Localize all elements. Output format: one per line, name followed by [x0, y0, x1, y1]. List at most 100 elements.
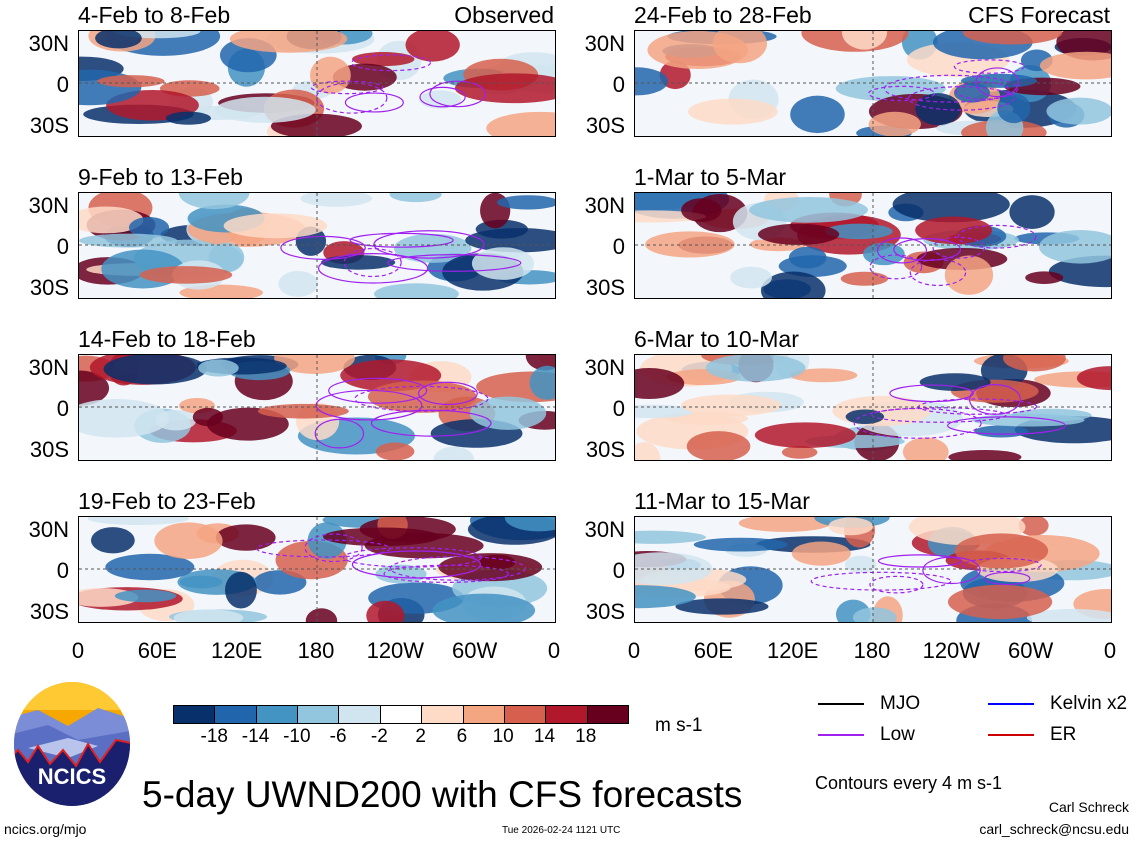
low-contour: [310, 80, 384, 95]
y-tick-label: 30S: [585, 599, 625, 624]
low-contour: [343, 247, 402, 278]
wind-anomaly-blob: [1009, 195, 1055, 229]
panel-label: Observed: [454, 2, 554, 28]
colorbar-swatch: [380, 706, 423, 723]
low-contour: [370, 409, 492, 437]
wind-anomaly-blob: [192, 407, 224, 427]
panel-title: 24-Feb to 28-Feb: [634, 2, 812, 28]
timestamp: Tue 2026-02-24 1121 UTC: [502, 825, 621, 836]
colorbar-swatch: [298, 706, 340, 723]
wind-anomaly-blob: [179, 575, 223, 589]
wind-anomaly-blob: [139, 266, 233, 284]
wind-anomaly-blob: [791, 541, 851, 566]
low-contour: [255, 539, 391, 558]
low-contour: [373, 230, 485, 259]
wind-anomaly-blob: [852, 607, 897, 622]
y-tick-label: 30S: [585, 113, 625, 138]
low-contour: [957, 224, 1037, 249]
wind-anomaly-blob: [419, 90, 462, 109]
colorbar-tick: 6: [456, 726, 468, 747]
low-contour: [932, 236, 986, 259]
wind-anomaly-blob: [635, 442, 661, 460]
wind-anomaly-blob: [974, 425, 1029, 438]
y-tick-label: 30N: [584, 517, 625, 542]
wind-anomaly-blob: [198, 359, 239, 377]
low-contour: [877, 554, 962, 568]
panel-title: 14-Feb to 18-Feb: [78, 326, 256, 352]
wind-anomaly-blob: [828, 517, 873, 536]
wind-anomaly-blob: [1018, 517, 1049, 536]
low-contour: [328, 377, 428, 404]
wind-anomaly-blob: [154, 522, 223, 560]
wind-anomaly-blob: [223, 213, 328, 239]
wind-anomaly-blob: [919, 373, 991, 391]
map-panel: [634, 516, 1112, 623]
x-tick-label: 60W: [1008, 638, 1054, 663]
y-tick-label: 30N: [28, 517, 69, 542]
legend-mjo: MJO: [818, 693, 920, 715]
y-tick-label: 30S: [585, 275, 625, 300]
wind-anomaly-blob: [389, 193, 442, 203]
colorbar-tick: -18: [200, 726, 228, 747]
wind-anomaly-blob: [915, 216, 993, 245]
wind-anomaly-blob: [165, 111, 211, 125]
y-tick-label: 30S: [29, 599, 69, 624]
wind-anomaly-blob: [790, 95, 845, 134]
wind-anomaly-blob: [374, 283, 459, 298]
wind-anomaly-blob: [705, 355, 806, 382]
legend-label: Kelvin x2: [1050, 693, 1128, 714]
colorbar-units: m s-1: [655, 715, 703, 736]
x-tick-label: 0: [1103, 638, 1117, 663]
wind-anomaly-blob: [712, 31, 767, 64]
wind-anomaly-blob: [438, 553, 543, 582]
colorbar-tick: 2: [415, 726, 426, 747]
y-tick-label: 30S: [29, 275, 69, 300]
x-tick-label: 120W: [922, 638, 981, 663]
colorbar-tick: -6: [329, 726, 347, 747]
wind-anomaly-blob: [97, 75, 165, 88]
map-panel: [634, 192, 1112, 299]
low-contour: [389, 555, 527, 581]
wind-anomaly-blob: [788, 246, 827, 269]
x-tick-label: 120E: [210, 638, 263, 663]
wind-anomaly-blob: [529, 365, 555, 400]
colorbar-tick: 10: [492, 726, 514, 747]
legend-kelvin: Kelvin x2: [988, 693, 1127, 715]
y-tick-label: 0: [56, 558, 69, 583]
website-link[interactable]: ncics.org/mjo: [4, 821, 87, 837]
wind-anomaly-blob: [681, 198, 722, 223]
low-contour: [909, 258, 967, 287]
x-tick-label: 0: [547, 638, 561, 663]
wind-anomaly-blob: [1038, 229, 1111, 264]
colorbar-swatch: [463, 706, 505, 723]
low-contour: [280, 235, 366, 260]
wind-anomaly-blob: [948, 449, 1022, 460]
low-contour: [315, 82, 388, 114]
wind-anomaly-blob: [892, 193, 1010, 223]
panel-title: 1-Mar to 5-Mar: [634, 164, 787, 190]
low-contour: [975, 67, 1019, 98]
low-contour: [876, 237, 928, 264]
map-panel: [634, 354, 1112, 461]
wind-anomaly-blob: [749, 197, 869, 223]
low-contour: [349, 232, 454, 248]
low-contour: [383, 564, 509, 583]
wind-anomaly-blob: [693, 537, 788, 552]
colorbar-swatch: [256, 706, 299, 723]
y-tick-label: 30N: [584, 355, 625, 380]
wind-anomaly-blob: [497, 195, 555, 210]
low-contour: [354, 385, 489, 412]
wind-anomaly-blob: [1003, 355, 1066, 372]
wind-anomaly-blob: [863, 242, 905, 266]
wind-anomaly-blob: [844, 555, 877, 574]
wind-anomaly-blob: [790, 368, 858, 383]
wind-anomaly-blob: [1039, 51, 1111, 80]
wind-anomaly-blob: [321, 255, 396, 270]
wind-anomaly-blob: [215, 524, 276, 551]
low-contour: [962, 557, 1042, 573]
low-contour: [810, 571, 952, 591]
wind-anomaly-blob: [469, 396, 547, 430]
low-contour: [955, 81, 1010, 100]
wind-anomaly-blob: [105, 553, 195, 581]
low-contour: [314, 418, 365, 449]
